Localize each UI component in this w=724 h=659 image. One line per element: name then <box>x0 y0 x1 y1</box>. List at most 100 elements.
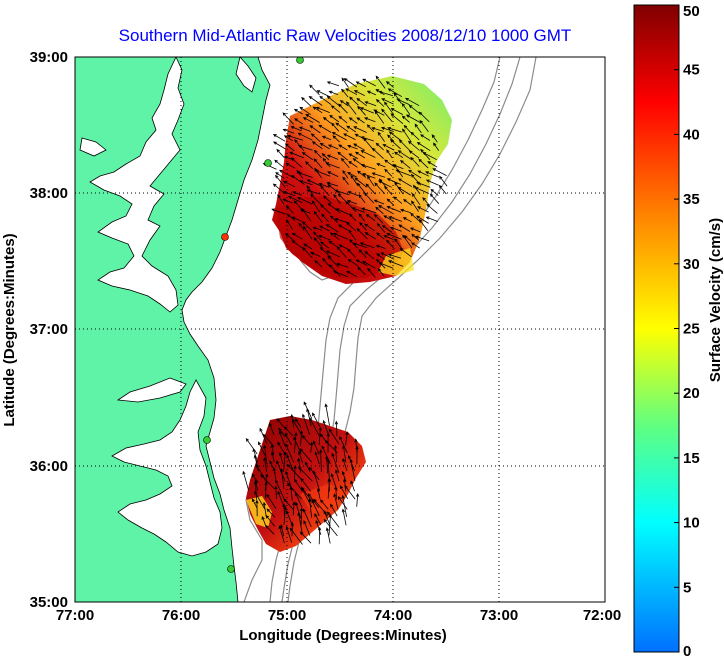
velocity-arrow <box>383 215 394 222</box>
velocity-arrow <box>343 133 356 140</box>
velocity-arrow <box>364 251 375 260</box>
velocity-arrow <box>315 106 330 113</box>
velocity-arrow <box>409 227 421 233</box>
velocity-arrow <box>380 252 395 260</box>
velocity-arrow <box>312 231 322 241</box>
velocity-arrow <box>377 180 392 188</box>
velocity-arrow <box>297 171 313 178</box>
velocity-arrow <box>335 122 349 133</box>
velocity-arrow <box>364 232 377 240</box>
velocity-arrow <box>294 431 298 454</box>
velocity-arrow <box>389 139 401 150</box>
velocity-arrow <box>342 170 349 179</box>
velocity-arrow <box>367 175 375 187</box>
velocity-arrow <box>278 525 285 544</box>
velocity-arrow <box>294 418 302 428</box>
velocity-arrow <box>376 163 386 168</box>
velocity-arrow <box>327 477 332 499</box>
velocity-arrow <box>356 117 365 124</box>
velocity-arrow <box>302 247 313 259</box>
velocity-arrow <box>346 172 357 178</box>
velocity-arrow <box>312 412 321 427</box>
velocity-arrow <box>347 248 356 258</box>
velocity-arrow <box>301 221 313 231</box>
velocity-arrow <box>302 508 312 528</box>
velocity-arrow <box>274 485 278 499</box>
velocity-arrow <box>414 235 430 242</box>
velocity-arrow <box>326 154 339 160</box>
velocity-arrow <box>345 431 349 446</box>
velocity-arrow <box>387 88 403 98</box>
y-tick-label: 38:00 <box>30 185 68 202</box>
velocity-arrow <box>359 107 374 114</box>
velocity-arrow <box>303 225 313 240</box>
velocity-arrow <box>365 183 376 195</box>
y-tick-label: 37:00 <box>30 321 68 338</box>
velocity-arrow <box>377 131 385 142</box>
velocity-arrow <box>350 174 358 186</box>
velocity-arrow <box>333 232 349 240</box>
velocity-arrow <box>381 98 394 105</box>
velocity-arrow <box>410 131 420 141</box>
velocity-arrow <box>353 90 365 96</box>
velocity-arrow <box>322 257 330 266</box>
velocity-arrow <box>324 439 338 454</box>
velocity-arrow <box>358 213 365 222</box>
velocity-arrow <box>367 267 376 278</box>
velocity-arrow <box>251 473 259 483</box>
velocity-arrow <box>280 467 285 489</box>
velocity-arrow <box>357 266 366 275</box>
velocity-arrow <box>308 498 313 518</box>
velocity-arrow <box>326 458 330 481</box>
velocity-arrow <box>331 122 340 132</box>
velocity-arrow <box>304 461 311 472</box>
velocity-arrow <box>373 214 384 224</box>
velocity-arrow <box>322 116 332 124</box>
velocity-arrow <box>408 150 420 159</box>
velocity-arrow <box>341 508 347 526</box>
velocity-arrow <box>338 224 348 231</box>
velocity-arrow <box>278 430 286 446</box>
velocity-arrow <box>277 194 285 205</box>
velocity-arrow <box>333 193 341 205</box>
velocity-arrow <box>323 518 338 537</box>
velocity-arrow <box>327 184 341 195</box>
velocity-arrow <box>394 151 404 159</box>
velocity-arrow <box>318 426 322 446</box>
velocity-arrow <box>388 131 402 141</box>
velocity-arrow <box>347 259 359 267</box>
velocity-arrow <box>265 514 276 527</box>
colorbar-tick-label: 40 <box>683 126 700 143</box>
velocity-arrow <box>418 158 429 169</box>
velocity-arrow <box>283 505 287 525</box>
velocity-arrow <box>346 101 357 115</box>
velocity-arrow <box>397 150 412 160</box>
velocity-arrow <box>361 207 377 214</box>
velocity-arrow <box>338 103 348 114</box>
x-tick-label: 77:00 <box>56 607 94 624</box>
velocity-arrow <box>328 428 340 445</box>
velocity-arrow <box>375 258 386 269</box>
plot-area <box>74 56 606 603</box>
velocity-arrow <box>378 205 393 214</box>
velocity-arrow <box>356 98 368 107</box>
velocity-arrow <box>425 216 438 222</box>
y-axis: 39:00 38:00 37:00 36:00 35:00 Latitude (… <box>1 49 68 611</box>
colorbar-tick-label: 25 <box>683 321 700 338</box>
x-tick-label: 75:00 <box>268 607 306 624</box>
velocity-arrow <box>366 124 375 133</box>
velocity-arrow <box>345 88 358 96</box>
velocity-arrow <box>270 451 275 463</box>
velocity-arrow <box>324 403 330 426</box>
velocity-arrow <box>314 513 322 525</box>
velocity-arrow <box>399 247 412 258</box>
delaware-bay <box>235 57 257 93</box>
velocity-arrow <box>395 169 411 177</box>
velocity-arrows-south <box>242 401 360 545</box>
velocity-arrow <box>319 449 323 472</box>
velocity-arrow <box>245 438 258 455</box>
velocity-arrow <box>365 213 376 222</box>
velocity-arrow <box>283 135 294 142</box>
velocity-arrow <box>384 101 393 114</box>
